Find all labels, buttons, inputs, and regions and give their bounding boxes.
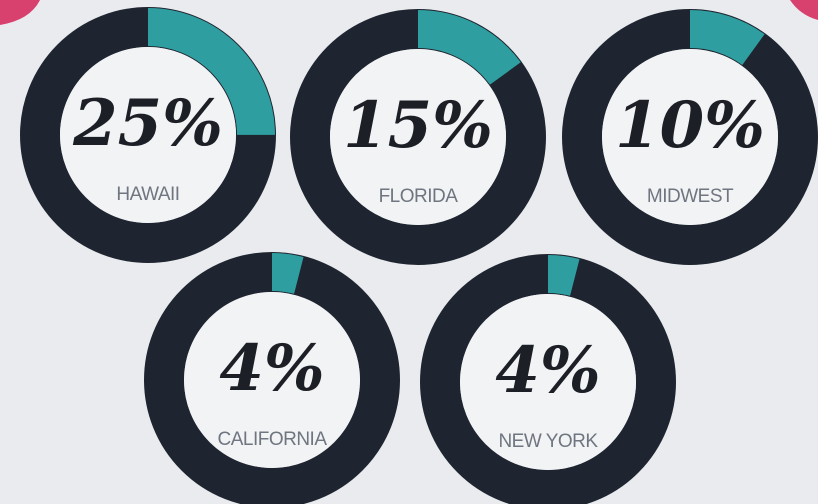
- region-label: CALIFORNIA: [217, 429, 327, 450]
- region-label: HAWAII: [116, 184, 179, 205]
- donut-chart: 4% CALIFORNIA: [164, 272, 380, 488]
- region-label: MIDWEST: [647, 186, 734, 207]
- donut-chart: 4% NEW YORK: [440, 274, 656, 490]
- percent-label: 15%: [343, 88, 493, 163]
- region-label: FLORIDA: [379, 186, 459, 207]
- donut-chart: 10% MIDWEST: [582, 29, 798, 245]
- percent-label: 4%: [495, 333, 600, 408]
- infographic: 25% HAWAII 15% FLORIDA 10% MIDWEST 4% CALIFORNI…: [0, 0, 818, 504]
- donut-chart: 25% HAWAII: [40, 27, 256, 243]
- page: 25% HAWAII 15% FLORIDA 10% MIDWEST 4% CALIFORNI…: [0, 0, 818, 504]
- donut-chart: 15% FLORIDA: [310, 29, 526, 245]
- percent-label: 25%: [72, 86, 223, 161]
- percent-label: 4%: [219, 331, 324, 406]
- region-label: NEW YORK: [498, 431, 598, 452]
- percent-label: 10%: [615, 88, 765, 163]
